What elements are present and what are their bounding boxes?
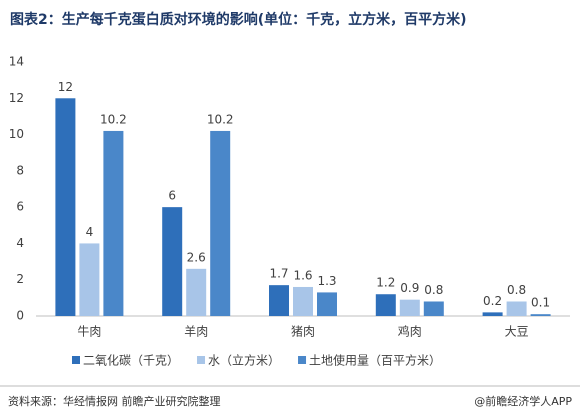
data-label: 1.2 [376, 276, 395, 290]
bar [186, 268, 207, 316]
legend-swatch [197, 356, 206, 364]
legend-label: 二氧化碳（千克） [83, 354, 179, 368]
bar [210, 130, 231, 316]
x-tick-label: 猪肉 [291, 325, 315, 339]
data-label: 12 [58, 80, 73, 94]
data-label: 0.2 [483, 294, 502, 308]
x-tick-label: 羊肉 [184, 324, 208, 339]
data-label: 10.2 [100, 112, 127, 126]
data-label: 0.8 [424, 283, 443, 297]
bar [482, 312, 503, 316]
y-tick-label: 0 [16, 309, 24, 323]
bar [79, 243, 100, 316]
data-label: 1.6 [293, 268, 312, 282]
data-label: 0.8 [507, 283, 526, 297]
data-label: 2.6 [187, 250, 206, 264]
bar [269, 285, 289, 316]
bar [375, 294, 396, 316]
bar [55, 98, 76, 317]
bar [506, 301, 527, 316]
chart-title: 图表2：生产每千克蛋白质对环境的影响(单位：千克，立方米，百平方米) [10, 11, 467, 28]
legend-label: 土地使用量（百平方米） [309, 353, 441, 368]
legend-swatch [298, 356, 307, 364]
credit: @前瞻经济学人APP [474, 394, 572, 408]
data-label: 4 [86, 225, 94, 239]
data-label: 10.2 [207, 112, 234, 126]
x-tick-label: 鸡肉 [398, 324, 422, 339]
bar [293, 286, 313, 316]
source: 资料来源：华经情报网 前瞻产业研究院整理 [8, 394, 221, 408]
y-tick-label: 4 [16, 236, 24, 250]
data-label: 1.7 [269, 267, 288, 281]
y-tick-label: 8 [16, 163, 24, 177]
data-label: 0.9 [400, 281, 419, 295]
y-tick-label: 10 [9, 127, 24, 141]
data-label: 6 [168, 189, 176, 203]
bar [423, 301, 444, 316]
bar [530, 314, 551, 316]
y-tick-label: 12 [9, 91, 24, 105]
data-label: 0.1 [531, 296, 550, 310]
y-tick-label: 2 [16, 272, 24, 286]
legend-swatch [72, 356, 80, 364]
y-tick-label: 6 [16, 200, 24, 214]
x-tick-label: 大豆 [505, 325, 529, 339]
data-label: 1.3 [317, 274, 336, 288]
bar [162, 207, 183, 316]
bar [103, 130, 124, 316]
y-tick-label: 14 [9, 55, 24, 69]
bar [317, 292, 337, 316]
bar [399, 299, 420, 316]
x-tick-label: 牛肉 [77, 324, 101, 339]
legend-label: 水（立方米） [208, 353, 280, 368]
